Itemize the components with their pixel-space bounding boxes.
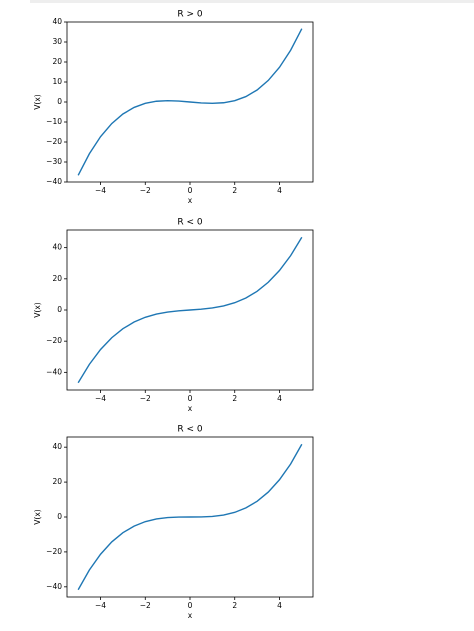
x-tick-label: 2 <box>232 186 237 195</box>
x-tick-label: −2 <box>140 601 151 610</box>
x-tick-label: 0 <box>188 394 193 403</box>
data-line <box>77 236 303 384</box>
chart-title: R > 0 <box>177 10 203 20</box>
x-axis-label: x <box>188 404 193 413</box>
y-axis-label: V(x) <box>33 94 42 109</box>
y-tick-label: 20 <box>52 274 62 283</box>
y-tick-label: −40 <box>46 177 62 186</box>
x-tick-label: 4 <box>277 186 282 195</box>
x-tick-label: −4 <box>95 601 106 610</box>
y-tick-label: 20 <box>52 57 62 66</box>
x-tick-label: −4 <box>95 394 106 403</box>
y-tick-label: −20 <box>46 547 62 556</box>
y-tick-label: 40 <box>52 17 62 26</box>
y-tick-label: −40 <box>46 367 62 376</box>
y-tick-label: 40 <box>52 442 62 451</box>
top-bar <box>30 0 474 3</box>
x-tick-label: 2 <box>232 601 237 610</box>
x-axis-label: x <box>188 611 193 620</box>
y-tick-label: −30 <box>46 157 62 166</box>
y-tick-label: 0 <box>57 305 62 314</box>
x-tick-label: 0 <box>188 601 193 610</box>
y-tick-label: 20 <box>52 477 62 486</box>
y-tick-label: 0 <box>57 512 62 521</box>
x-tick-label: −2 <box>140 186 151 195</box>
x-axis-label: x <box>188 196 193 205</box>
y-tick-label: 10 <box>52 77 62 86</box>
chart-title: R < 0 <box>177 218 203 228</box>
y-tick-label: 30 <box>52 37 62 46</box>
x-tick-label: 4 <box>277 601 282 610</box>
y-tick-label: −40 <box>46 582 62 591</box>
x-tick-label: −2 <box>140 394 151 403</box>
data-line <box>77 28 303 176</box>
y-tick-label: −20 <box>46 137 62 146</box>
chart-title: R < 0 <box>177 425 203 435</box>
data-line <box>77 443 303 591</box>
y-tick-label: 0 <box>57 97 62 106</box>
x-tick-label: 0 <box>188 186 193 195</box>
x-tick-label: −4 <box>95 186 106 195</box>
y-tick-label: 40 <box>52 243 62 252</box>
y-tick-label: −20 <box>46 336 62 345</box>
y-tick-label: −10 <box>46 117 62 126</box>
x-tick-label: 4 <box>277 394 282 403</box>
y-axis-label: V(x) <box>33 302 42 317</box>
x-tick-label: 2 <box>232 394 237 403</box>
y-axis-label: V(x) <box>33 509 42 524</box>
